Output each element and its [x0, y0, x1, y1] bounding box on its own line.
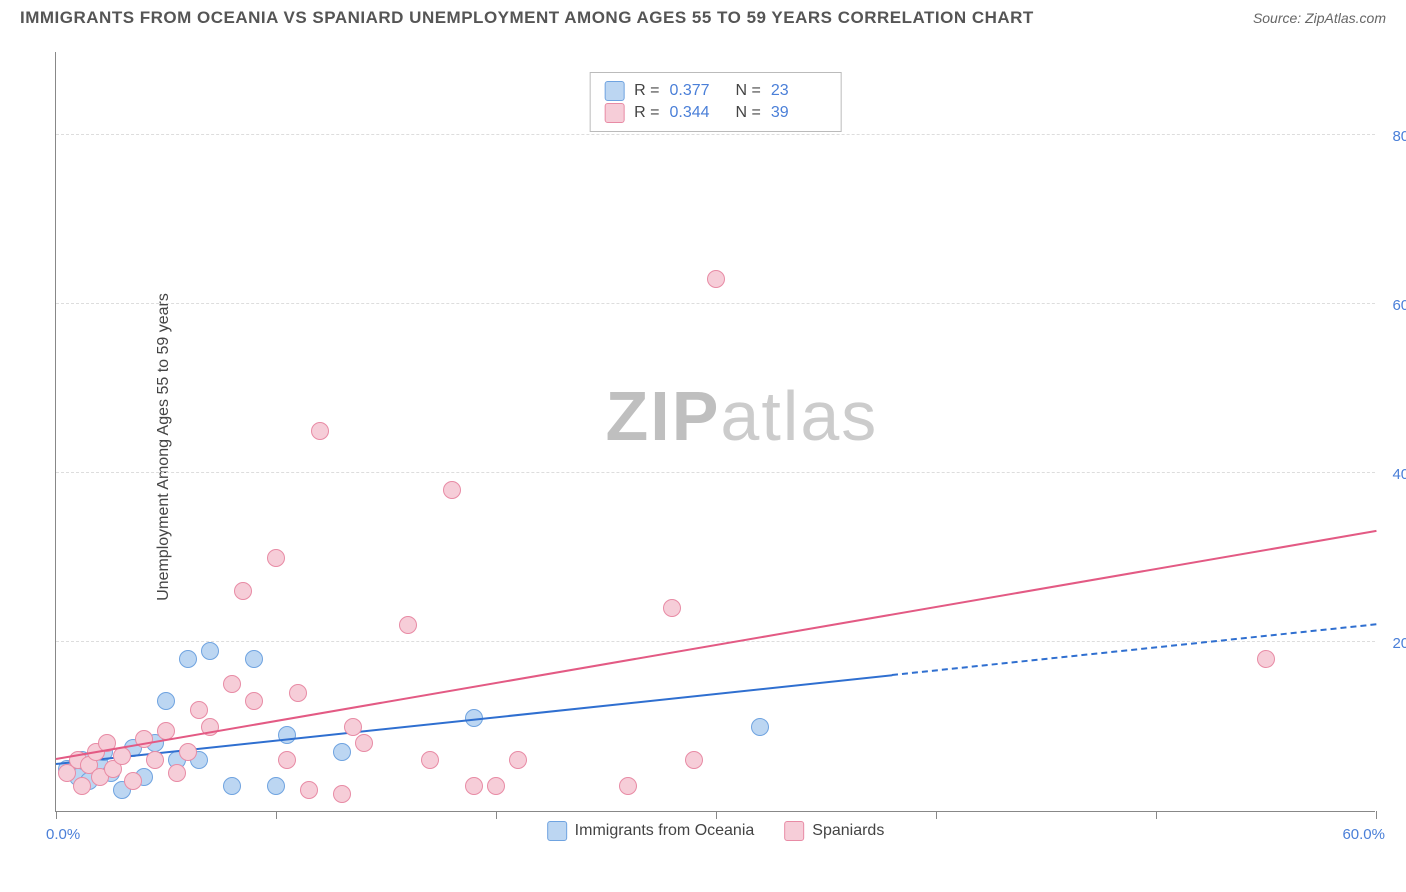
- scatter-point-spaniards: [190, 701, 208, 719]
- trendline-extrapolation-oceania: [892, 623, 1376, 676]
- title-bar: IMMIGRANTS FROM OCEANIA VS SPANIARD UNEM…: [0, 0, 1406, 32]
- scatter-point-spaniards: [113, 747, 131, 765]
- x-tick: [936, 811, 937, 819]
- x-tick: [56, 811, 57, 819]
- scatter-point-spaniards: [707, 270, 725, 288]
- y-tick-label: 40.0%: [1392, 466, 1406, 483]
- x-tick: [276, 811, 277, 819]
- scatter-point-spaniards: [663, 599, 681, 617]
- stats-row-oceania: R = 0.377 N = 23: [604, 81, 827, 101]
- scatter-point-spaniards: [509, 751, 527, 769]
- scatter-point-spaniards: [344, 718, 362, 736]
- scatter-point-oceania: [278, 726, 296, 744]
- gridline: [56, 472, 1375, 473]
- scatter-point-spaniards: [146, 751, 164, 769]
- watermark-bold: ZIP: [605, 377, 720, 455]
- scatter-point-spaniards: [267, 549, 285, 567]
- scatter-point-spaniards: [421, 751, 439, 769]
- x-tick-label: 0.0%: [46, 826, 80, 843]
- scatter-point-spaniards: [355, 734, 373, 752]
- y-tick-label: 80.0%: [1392, 128, 1406, 145]
- scatter-point-spaniards: [289, 684, 307, 702]
- source-label: Source:: [1253, 10, 1305, 26]
- scatter-point-oceania: [245, 650, 263, 668]
- scatter-point-spaniards: [333, 785, 351, 803]
- scatter-point-spaniards: [124, 772, 142, 790]
- plot-wrapper: Unemployment Among Ages 55 to 59 years Z…: [0, 32, 1406, 862]
- scatter-point-spaniards: [223, 675, 241, 693]
- r-value-spaniards: 0.344: [670, 104, 726, 122]
- scatter-point-spaniards: [311, 422, 329, 440]
- watermark-thin: atlas: [720, 377, 878, 455]
- legend-swatch-oceania: [547, 821, 567, 841]
- scatter-point-oceania: [157, 692, 175, 710]
- x-tick-label: 60.0%: [1342, 826, 1385, 843]
- correlation-stats-box: R = 0.377 N = 23 R = 0.344 N = 39: [589, 72, 842, 132]
- gridline: [56, 641, 1375, 642]
- legend-label-oceania: Immigrants from Oceania: [575, 822, 755, 840]
- n-value-oceania: 23: [771, 82, 827, 100]
- scatter-point-spaniards: [300, 781, 318, 799]
- legend-item-spaniards: Spaniards: [784, 821, 884, 841]
- scatter-point-spaniards: [179, 743, 197, 761]
- r-value-oceania: 0.377: [670, 82, 726, 100]
- scatter-point-oceania: [751, 718, 769, 736]
- scatter-point-spaniards: [465, 777, 483, 795]
- scatter-point-spaniards: [73, 777, 91, 795]
- gridline: [56, 303, 1375, 304]
- x-tick: [496, 811, 497, 819]
- n-label: N =: [736, 104, 761, 122]
- scatter-point-spaniards: [168, 764, 186, 782]
- scatter-point-oceania: [201, 642, 219, 660]
- scatter-point-spaniards: [399, 616, 417, 634]
- scatter-point-spaniards: [443, 481, 461, 499]
- scatter-point-oceania: [223, 777, 241, 795]
- source-value: ZipAtlas.com: [1305, 10, 1386, 26]
- legend-label-spaniards: Spaniards: [812, 822, 884, 840]
- scatter-point-spaniards: [685, 751, 703, 769]
- scatter-point-spaniards: [487, 777, 505, 795]
- scatter-point-spaniards: [619, 777, 637, 795]
- swatch-spaniards: [604, 103, 624, 123]
- scatter-point-spaniards: [1257, 650, 1275, 668]
- scatter-point-oceania: [179, 650, 197, 668]
- n-label: N =: [736, 82, 761, 100]
- scatter-point-oceania: [333, 743, 351, 761]
- legend-item-oceania: Immigrants from Oceania: [547, 821, 755, 841]
- r-label: R =: [634, 82, 659, 100]
- y-tick-label: 20.0%: [1392, 635, 1406, 652]
- scatter-point-spaniards: [245, 692, 263, 710]
- source-attribution: Source: ZipAtlas.com: [1253, 10, 1386, 26]
- plot-area: ZIPatlas R = 0.377 N = 23 R = 0.344 N = …: [55, 52, 1375, 812]
- chart-title: IMMIGRANTS FROM OCEANIA VS SPANIARD UNEM…: [20, 8, 1034, 28]
- scatter-point-oceania: [267, 777, 285, 795]
- y-tick-label: 60.0%: [1392, 297, 1406, 314]
- scatter-point-spaniards: [278, 751, 296, 769]
- legend-swatch-spaniards: [784, 821, 804, 841]
- x-tick: [716, 811, 717, 819]
- stats-row-spaniards: R = 0.344 N = 39: [604, 103, 827, 123]
- watermark: ZIPatlas: [605, 376, 878, 456]
- swatch-oceania: [604, 81, 624, 101]
- x-tick: [1376, 811, 1377, 819]
- r-label: R =: [634, 104, 659, 122]
- gridline: [56, 134, 1375, 135]
- x-tick: [1156, 811, 1157, 819]
- n-value-spaniards: 39: [771, 104, 827, 122]
- scatter-point-spaniards: [234, 582, 252, 600]
